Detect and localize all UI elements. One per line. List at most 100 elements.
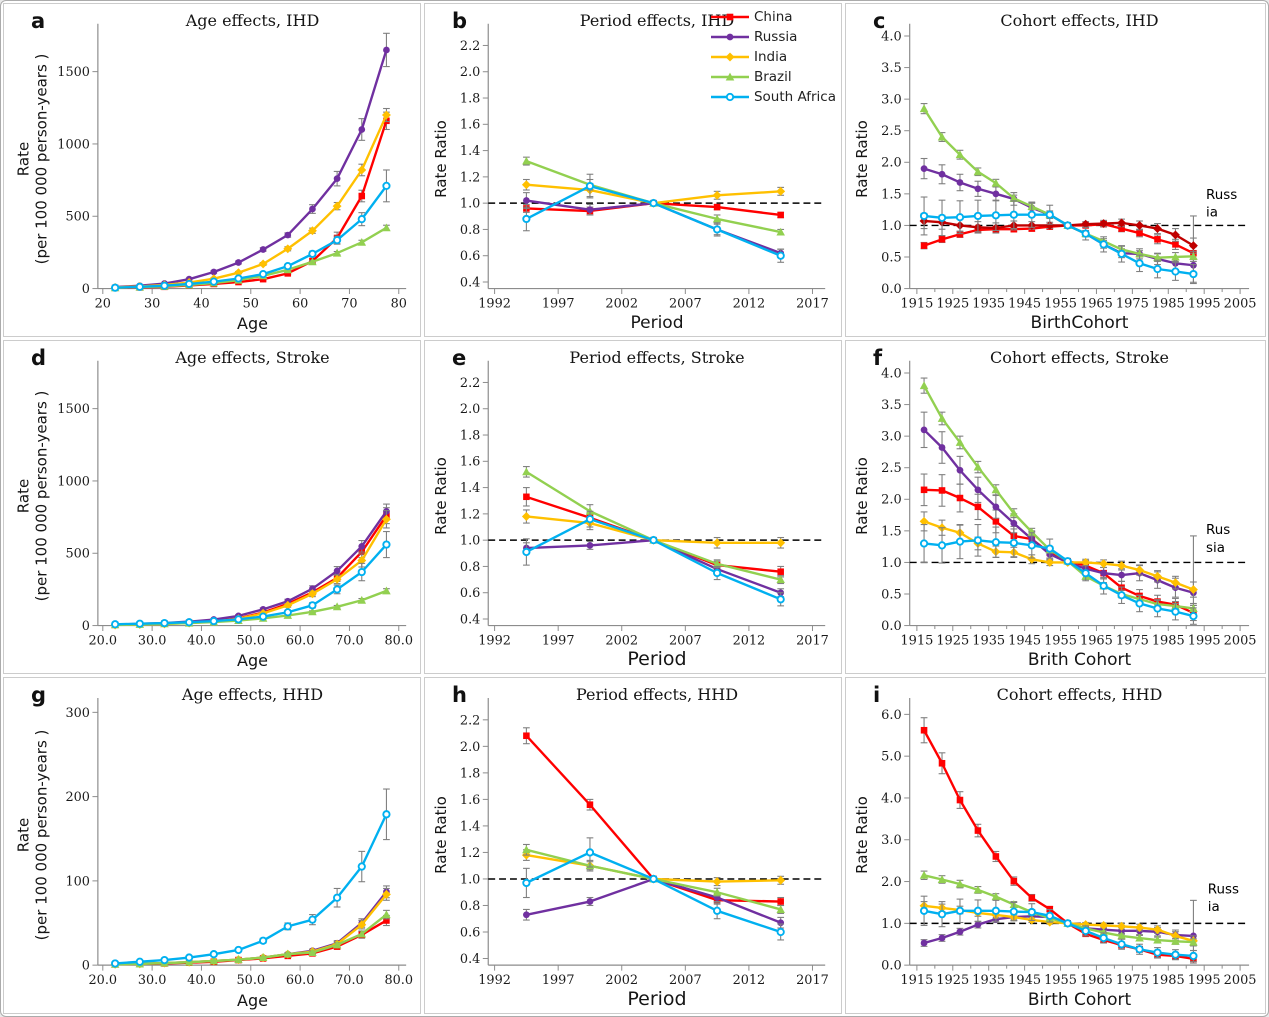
svg-text:2012: 2012: [733, 296, 766, 311]
chart-title: Cohort effects, Stroke: [990, 348, 1169, 367]
x-axis-label: Age: [237, 314, 268, 333]
svg-text:0.0: 0.0: [881, 959, 902, 974]
y-axis-label: Rate Ratio: [853, 120, 871, 198]
svg-text:0: 0: [82, 959, 90, 974]
svg-text:20.0: 20.0: [89, 973, 118, 988]
svg-text:1945: 1945: [1008, 633, 1041, 648]
svg-text:2.5: 2.5: [881, 124, 902, 139]
panel-letter: c: [873, 9, 886, 33]
svg-text:0.5: 0.5: [881, 587, 902, 602]
svg-text:30.0: 30.0: [138, 633, 167, 648]
panel-e-period-effects-stroke: 1992 1997 2002 2007 2012 2017 0.4 0.6 0.8 1.0 1.2 1…: [424, 340, 842, 674]
svg-text:2007: 2007: [669, 633, 702, 648]
y-axis-label: Rate Ratio: [853, 795, 871, 874]
y-axis-label: Rate (per 100 000 person-years ): [14, 53, 50, 265]
svg-text:500: 500: [65, 547, 90, 562]
svg-text:0.8: 0.8: [460, 899, 480, 914]
svg-text:2017: 2017: [796, 973, 829, 988]
chart-e: 1992 1997 2002 2007 2012 2017 0.4 0.6 0.8 1.0 1.2 1…: [460, 360, 829, 648]
svg-text:1935: 1935: [972, 296, 1005, 311]
svg-text:1997: 1997: [542, 633, 575, 648]
svg-text:500: 500: [65, 210, 90, 225]
svg-text:1.8: 1.8: [460, 91, 480, 106]
panel-letter: h: [452, 683, 467, 707]
svg-text:2.0: 2.0: [881, 875, 902, 890]
svg-text:2002: 2002: [605, 973, 638, 988]
svg-text:1955: 1955: [1044, 296, 1077, 311]
legend: China Russia India Brazil South Africa: [708, 6, 838, 108]
svg-text:1965: 1965: [1080, 296, 1113, 311]
svg-text:1.6: 1.6: [460, 793, 480, 808]
chart-title: Cohort effects, IHD: [1000, 11, 1159, 30]
svg-text:1.8: 1.8: [460, 428, 480, 443]
svg-text:1997: 1997: [542, 973, 575, 988]
svg-text:2007: 2007: [669, 973, 702, 988]
svg-text:2005: 2005: [1224, 633, 1257, 648]
svg-text:80: 80: [391, 296, 407, 311]
svg-text:1945: 1945: [1008, 973, 1041, 988]
svg-text:2.2: 2.2: [460, 39, 480, 54]
legend-item-russia: Russia: [710, 27, 836, 47]
svg-text:1.0: 1.0: [881, 219, 902, 234]
svg-text:1985: 1985: [1152, 296, 1185, 311]
chart-b: 1992 1997 2002 2007 2012 2017 0.4 0.6 0.8 1.0 1.2 1…: [460, 23, 829, 311]
panel-letter: e: [452, 346, 467, 370]
svg-text:4.0: 4.0: [881, 366, 902, 381]
chart-title: Cohort effects, HHD: [996, 685, 1163, 704]
svg-text:1915: 1915: [900, 973, 933, 988]
chart-title: Age effects, Stroke: [175, 348, 330, 367]
svg-text:4.0: 4.0: [881, 29, 902, 44]
svg-text:2.0: 2.0: [881, 493, 902, 508]
legend-marker-icon: [710, 72, 749, 81]
panel-h-period-effects-hhd: 1992 1997 2002 2007 2012 2017 0.4 0.6 0.8 1.0 1.2 1…: [424, 677, 842, 1014]
svg-text:5.0: 5.0: [881, 750, 902, 765]
legend-marker-icon: [710, 33, 749, 41]
svg-text:0.5: 0.5: [881, 250, 902, 265]
svg-text:0.6: 0.6: [460, 925, 480, 940]
svg-text:1965: 1965: [1080, 973, 1113, 988]
svg-text:70: 70: [341, 296, 357, 311]
svg-text:1992: 1992: [478, 973, 511, 988]
panel-a-age-effects-ihd: 20 30 40 50 60 70 80 0 500 1000 1500 a Age effects…: [3, 3, 421, 337]
svg-text:6.0: 6.0: [881, 708, 902, 723]
chart-title: Period effects, IHD: [579, 11, 735, 30]
legend-item-india: India: [710, 47, 836, 67]
svg-text:60.0: 60.0: [286, 633, 315, 648]
svg-text:1.4: 1.4: [460, 144, 480, 159]
svg-text:40: 40: [193, 296, 209, 311]
svg-text:0.6: 0.6: [460, 586, 480, 601]
x-axis-label: Period: [630, 313, 684, 333]
panel-d-age-effects-stroke: 20.0 30.0 40.0 50.0 60.0 70.0 80.0 0 500 1000 1500…: [3, 340, 421, 674]
svg-text:100: 100: [65, 874, 89, 889]
svg-text:1.5: 1.5: [881, 524, 902, 539]
chart-h: 1992 1997 2002 2007 2012 2017 0.4 0.6 0.8 1.0 1.2 1…: [460, 697, 829, 988]
svg-text:1992: 1992: [478, 633, 511, 648]
chart-title: Period effects, HHD: [575, 685, 739, 704]
svg-text:1955: 1955: [1044, 973, 1077, 988]
svg-text:50: 50: [243, 296, 259, 311]
svg-text:1992: 1992: [478, 296, 511, 311]
chart-c: 1915 1925 1935 1945 1955 1965 1975 1985 1995 2005…: [881, 23, 1257, 311]
svg-text:1925: 1925: [936, 633, 969, 648]
y-axis-label: Rate (per 100 000 person-years ): [14, 729, 50, 940]
chart-a: 20 30 40 50 60 70 80 0 500 1000 1500: [57, 23, 407, 311]
svg-text:0.8: 0.8: [460, 560, 480, 575]
chart-g: 20.0 30.0 40.0 50.0 60.0 70.0 80.0 0 100 200 300: [65, 697, 413, 988]
svg-text:1935: 1935: [972, 973, 1005, 988]
svg-text:60: 60: [292, 296, 308, 311]
svg-text:3.0: 3.0: [881, 93, 902, 108]
svg-text:3.5: 3.5: [881, 398, 902, 413]
svg-text:1975: 1975: [1116, 973, 1149, 988]
svg-text:30.0: 30.0: [138, 973, 167, 988]
x-axis-label: Period: [627, 988, 687, 1010]
svg-text:1955: 1955: [1044, 633, 1077, 648]
svg-text:1985: 1985: [1152, 973, 1185, 988]
legend-marker-icon: [710, 92, 749, 102]
x-axis-label: BirthCohort: [1030, 313, 1129, 333]
svg-text:2.0: 2.0: [460, 402, 480, 417]
panel-c-cohort-effects-ihd: 1915 1925 1935 1945 1955 1965 1975 1985 1995 2005…: [845, 3, 1266, 337]
svg-text:1915: 1915: [900, 296, 933, 311]
svg-text:20.0: 20.0: [89, 633, 118, 648]
svg-text:0.4: 0.4: [460, 952, 480, 967]
panel-letter: d: [31, 346, 47, 370]
